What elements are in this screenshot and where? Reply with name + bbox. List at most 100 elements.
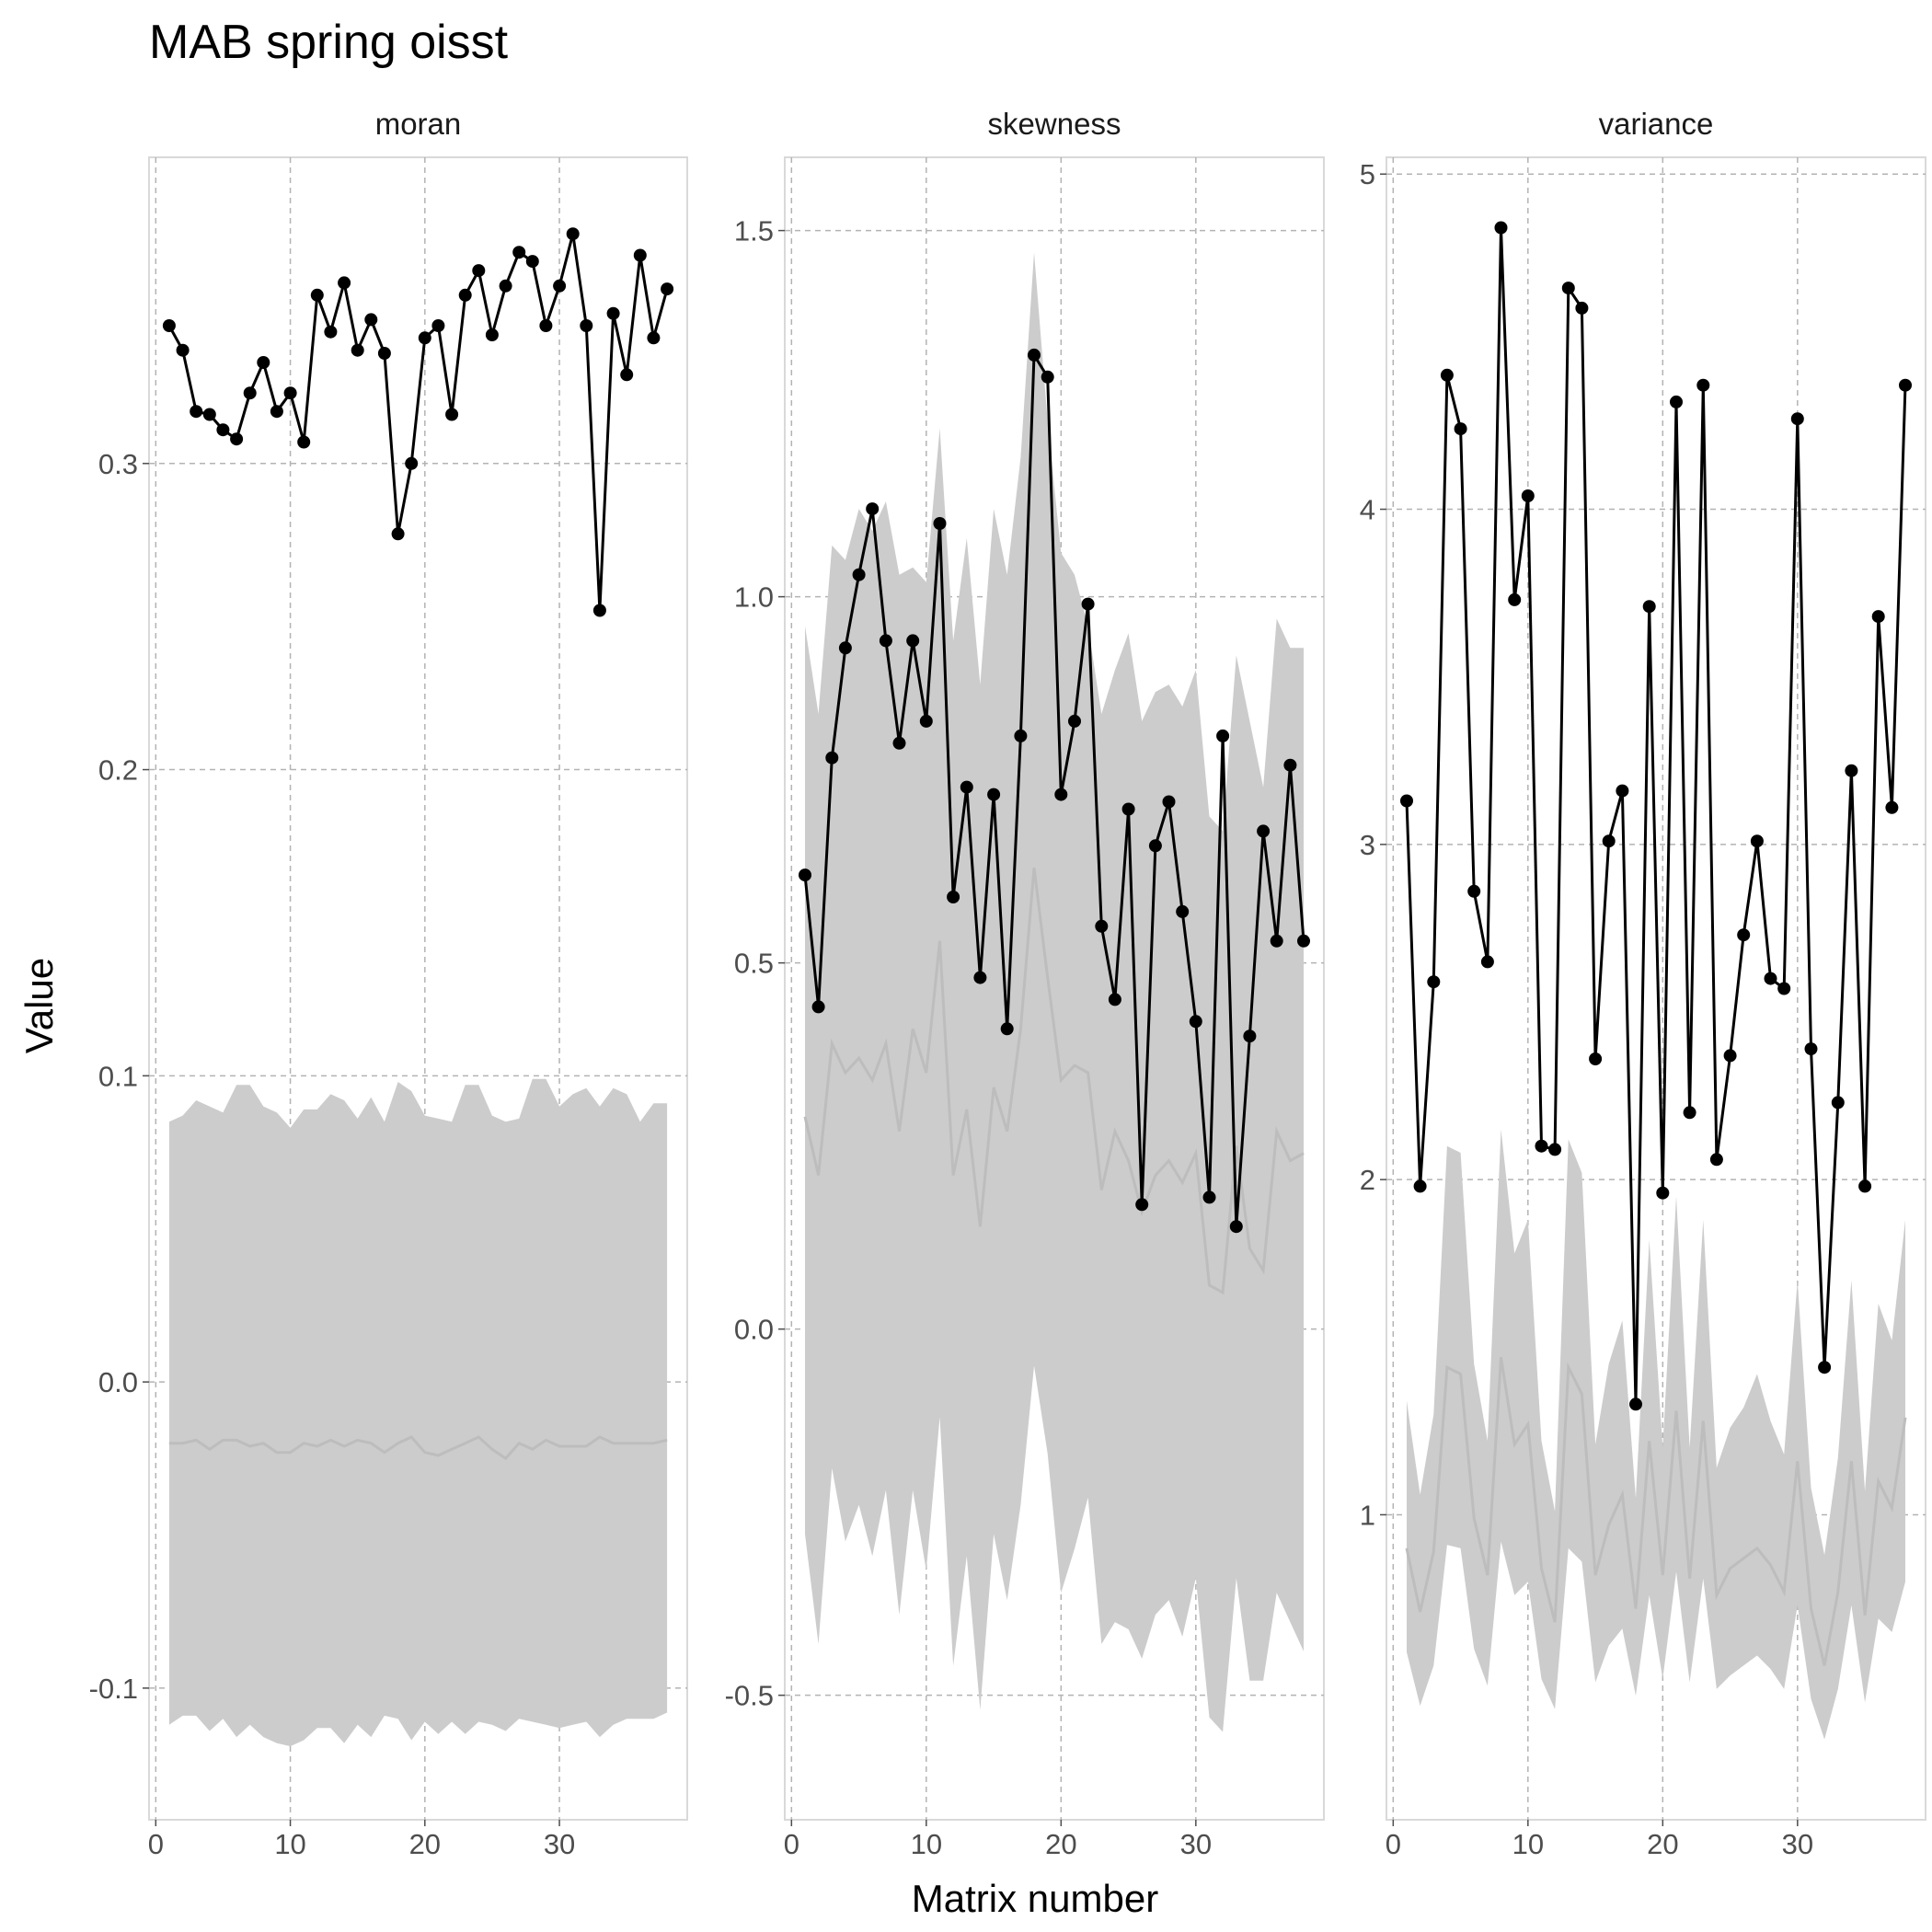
observed-point bbox=[1162, 795, 1176, 809]
y-tick-label: 0.3 bbox=[98, 448, 138, 480]
observed-point bbox=[1777, 982, 1791, 995]
observed-point bbox=[838, 641, 852, 655]
x-axis-title: Matrix number bbox=[912, 1877, 1158, 1920]
x-tick-label: 20 bbox=[1045, 1828, 1076, 1860]
observed-point bbox=[1068, 714, 1081, 728]
observed-point bbox=[1642, 600, 1656, 614]
observed-point bbox=[1508, 592, 1522, 606]
facet-label: skewness bbox=[988, 107, 1121, 141]
observed-point bbox=[906, 634, 920, 648]
observed-point bbox=[553, 279, 567, 293]
observed-point bbox=[1535, 1139, 1548, 1153]
facet-moran: moran 0 10 20 30 -0.1 0.0 0.1 0.2 0.3 bbox=[89, 107, 688, 1860]
observed-point bbox=[1054, 788, 1068, 801]
y-tick-label: 1 bbox=[1360, 1499, 1375, 1531]
observed-point bbox=[933, 517, 947, 530]
observed-point bbox=[1270, 934, 1283, 948]
observed-point bbox=[1683, 1106, 1696, 1120]
observed-point bbox=[1871, 610, 1885, 624]
observed-point bbox=[566, 227, 580, 241]
observed-point bbox=[1602, 834, 1616, 848]
null-median-line bbox=[168, 1435, 668, 1461]
observed-point bbox=[661, 282, 674, 296]
observed-point bbox=[1229, 1220, 1243, 1234]
observed-line bbox=[803, 350, 1305, 1227]
y-tick-label: 0.2 bbox=[98, 754, 138, 787]
observed-point bbox=[431, 319, 445, 332]
y-tick-label: 0.0 bbox=[98, 1366, 138, 1398]
observed-point bbox=[176, 343, 190, 357]
x-tick-label: 0 bbox=[784, 1828, 799, 1860]
observed-point bbox=[1480, 955, 1494, 969]
x-tick-label: 0 bbox=[148, 1828, 164, 1860]
x-tick-label: 30 bbox=[1782, 1828, 1813, 1860]
chart-title: MAB spring oisst bbox=[149, 16, 509, 69]
observed-point bbox=[257, 356, 270, 369]
observed-point bbox=[472, 264, 486, 278]
observed-point bbox=[1176, 904, 1190, 918]
observed-point bbox=[606, 306, 620, 320]
null-median-line bbox=[803, 868, 1305, 1295]
x-tick-label: 20 bbox=[409, 1828, 441, 1860]
x-tick-label: 10 bbox=[274, 1828, 305, 1860]
y-tick-label: 4 bbox=[1360, 494, 1375, 526]
observed-point bbox=[216, 423, 230, 437]
observed-point bbox=[1216, 729, 1230, 742]
observed-point bbox=[1764, 972, 1777, 985]
observed-point bbox=[1818, 1361, 1832, 1374]
observed-point bbox=[1589, 1052, 1603, 1065]
observed-point bbox=[190, 405, 203, 419]
x-tick-label: 20 bbox=[1647, 1828, 1678, 1860]
observed-point bbox=[364, 313, 378, 327]
x-tick-label: 30 bbox=[544, 1828, 575, 1860]
y-tick-label: 0.0 bbox=[734, 1314, 774, 1346]
observed-point bbox=[458, 288, 472, 302]
facet-skewness: skewness 0 10 20 30 -0.5 0.0 0.5 1.0 1.5 bbox=[725, 107, 1325, 1860]
observed-point bbox=[1243, 1029, 1257, 1043]
observed-point bbox=[1095, 919, 1109, 933]
facet-variance: variance 0 10 20 30 1 2 3 4 5 bbox=[1360, 107, 1926, 1860]
observed-point bbox=[1014, 729, 1028, 742]
observed-point bbox=[1202, 1190, 1216, 1204]
observed-point bbox=[1413, 1179, 1427, 1193]
observed-point bbox=[351, 343, 364, 357]
observed-point bbox=[892, 736, 906, 750]
observed-point bbox=[1696, 378, 1710, 392]
y-tick-label: 5 bbox=[1360, 158, 1375, 190]
observed-point bbox=[283, 386, 297, 400]
observed-point bbox=[1494, 221, 1508, 235]
observed-point bbox=[1521, 489, 1535, 502]
observed-point bbox=[1081, 597, 1095, 611]
observed-point bbox=[647, 331, 661, 345]
observed-point bbox=[418, 331, 431, 345]
x-tick-label: 0 bbox=[1386, 1828, 1401, 1860]
observed-point bbox=[973, 971, 987, 984]
observed-point bbox=[1790, 412, 1804, 426]
observed-point bbox=[1750, 834, 1764, 848]
observed-point bbox=[485, 328, 499, 341]
observed-point bbox=[1561, 282, 1575, 295]
observed-point bbox=[919, 714, 933, 728]
observed-point bbox=[592, 604, 606, 617]
observed-point bbox=[1737, 928, 1751, 942]
observed-point bbox=[1467, 884, 1481, 898]
y-tick-label: 1.5 bbox=[734, 215, 774, 247]
observed-point bbox=[499, 279, 512, 293]
observed-point bbox=[879, 634, 892, 648]
observed-point bbox=[1656, 1186, 1670, 1200]
observed-point bbox=[1283, 758, 1297, 772]
observed-point bbox=[1885, 800, 1899, 814]
observed-point bbox=[799, 868, 811, 882]
y-tick-label: -0.5 bbox=[725, 1680, 774, 1712]
observed-point bbox=[960, 780, 973, 794]
observed-point bbox=[1400, 794, 1413, 808]
y-tick-label: 1.0 bbox=[734, 581, 774, 614]
observed-point bbox=[1121, 802, 1135, 816]
observed-point bbox=[1000, 1022, 1014, 1036]
x-tick-label: 10 bbox=[1512, 1828, 1544, 1860]
null-band bbox=[805, 252, 1304, 1732]
y-tick-label: 0.5 bbox=[734, 948, 774, 980]
observed-point bbox=[377, 347, 391, 360]
